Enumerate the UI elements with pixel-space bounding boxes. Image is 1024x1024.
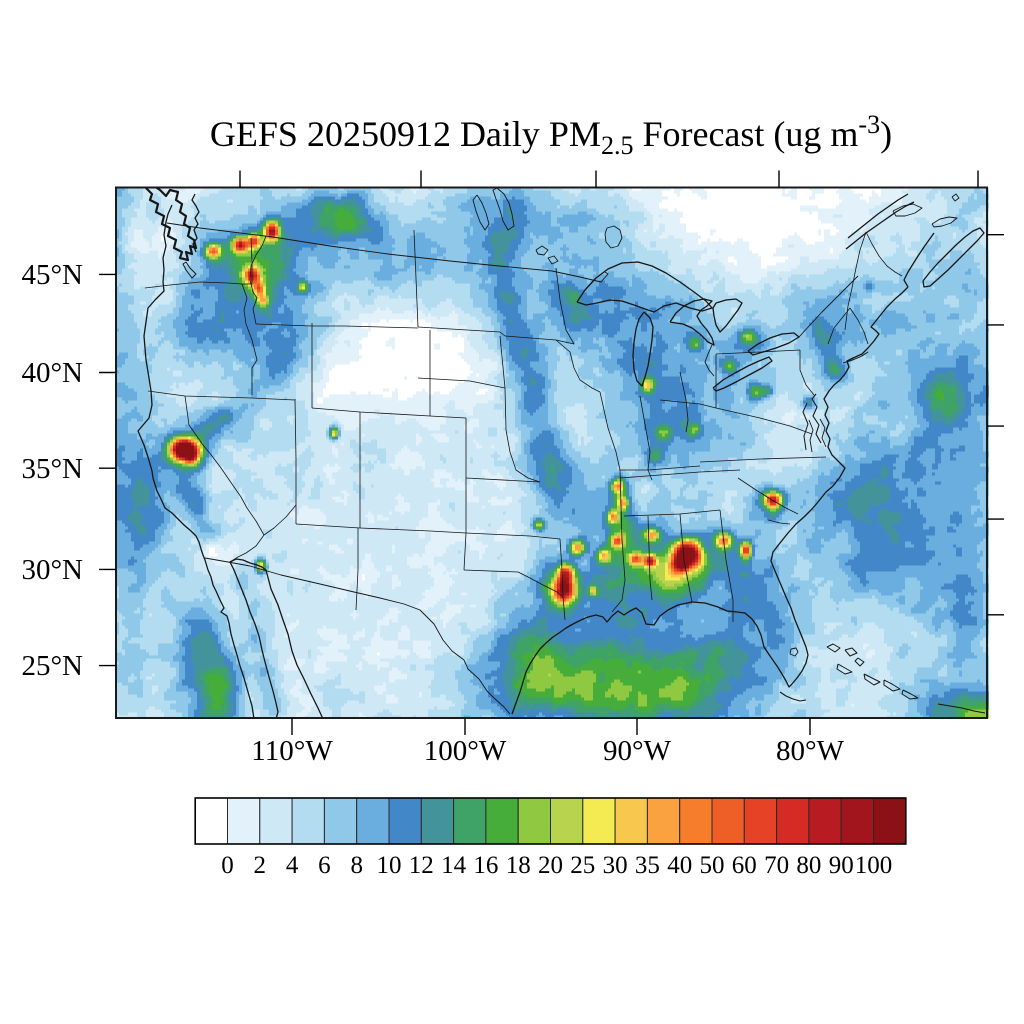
svg-text:60: 60	[732, 852, 757, 879]
svg-text:16: 16	[473, 852, 498, 879]
svg-text:GEFS 20250912 Daily PM2.5 Fore: GEFS 20250912 Daily PM2.5 Forecast (ug m…	[210, 110, 892, 160]
svg-text:100°W: 100°W	[424, 735, 507, 767]
svg-text:100: 100	[855, 852, 893, 879]
svg-text:35°N: 35°N	[21, 453, 83, 485]
svg-text:25°N: 25°N	[21, 650, 83, 682]
svg-text:90°W: 90°W	[603, 735, 672, 767]
svg-text:8: 8	[350, 852, 363, 879]
svg-text:0: 0	[221, 852, 234, 879]
svg-text:80: 80	[796, 852, 821, 879]
svg-text:45°N: 45°N	[21, 259, 83, 291]
svg-text:10: 10	[377, 852, 402, 879]
svg-text:110°W: 110°W	[251, 735, 333, 767]
svg-text:40: 40	[667, 852, 692, 879]
svg-text:12: 12	[409, 852, 434, 879]
svg-text:18: 18	[506, 852, 531, 879]
svg-text:20: 20	[538, 852, 563, 879]
svg-text:25: 25	[570, 852, 595, 879]
svg-text:70: 70	[764, 852, 789, 879]
svg-text:30: 30	[603, 852, 628, 879]
svg-text:50: 50	[700, 852, 725, 879]
svg-text:35: 35	[635, 852, 660, 879]
svg-text:90: 90	[829, 852, 854, 879]
svg-text:2: 2	[254, 852, 267, 879]
svg-text:80°W: 80°W	[776, 735, 845, 767]
svg-text:30°N: 30°N	[21, 554, 83, 586]
svg-text:6: 6	[318, 852, 331, 879]
svg-text:4: 4	[286, 852, 299, 879]
svg-text:14: 14	[441, 852, 467, 879]
svg-text:40°N: 40°N	[21, 357, 83, 389]
